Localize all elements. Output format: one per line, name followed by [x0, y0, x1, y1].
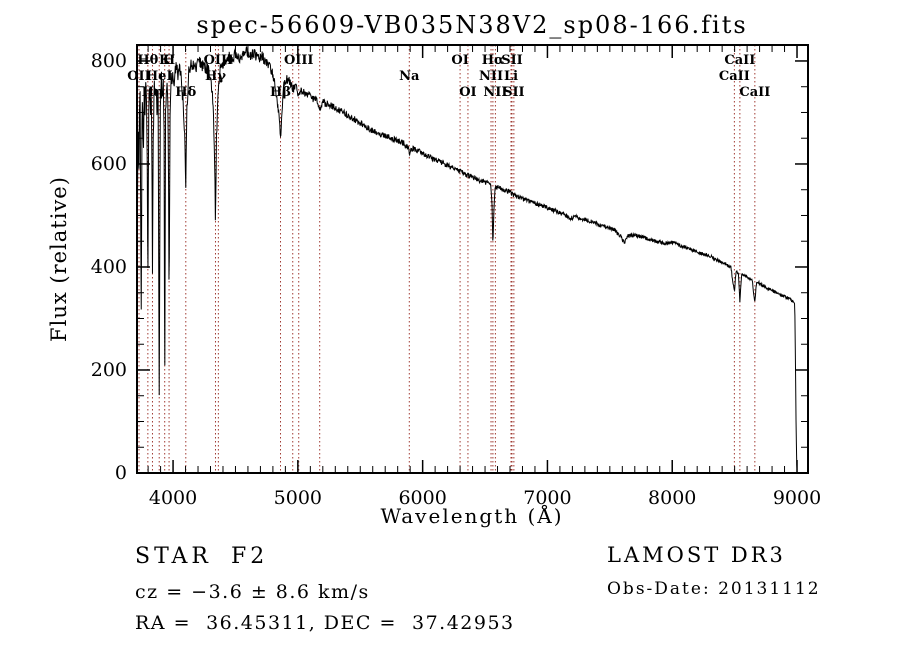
spectral-line-label: NII [479, 69, 503, 84]
x-axis-label: Wavelength (Å) [380, 503, 563, 528]
spectral-line-label: Na [399, 69, 420, 84]
spectral-line-label: CaII [719, 69, 750, 84]
spectrum-trace [136, 46, 798, 469]
y-tick-label: 400 [91, 256, 127, 278]
plot-title: spec-56609-VB035N38V2_sp08-166.fits [196, 11, 747, 39]
spectral-line-labels: OIIHθHηHeIKHHδHγOIIIHβOIIINaOIOINIIHαNII… [127, 53, 770, 100]
y-tick-label: 600 [91, 153, 127, 175]
spectral-line-label: HeI [146, 69, 173, 84]
spectral-line-label: CaII [739, 85, 770, 100]
cz-line: cz = −3.6 ± 8.6 km/s [135, 581, 370, 603]
y-tick-label: 800 [91, 50, 127, 72]
spectral-line-label: OI [459, 85, 476, 100]
object-class-label: STAR [135, 544, 212, 569]
x-tick-label: 5000 [274, 487, 322, 509]
obs-date-line: Obs-Date: 20131112 [607, 579, 821, 599]
spectral-line-label: SII [503, 85, 525, 100]
y-tick-label: 0 [115, 462, 127, 484]
spectral-line-markers [138, 45, 756, 473]
spectrum-trace-group [136, 46, 798, 469]
spectral-line-label: CaII [724, 53, 755, 68]
spectral-line-label: SII [501, 53, 523, 68]
x-tick-label: 6000 [398, 487, 446, 509]
x-tick-label: 7000 [523, 487, 571, 509]
axes-group: 4000 5000 6000 7000 8000 9000 0 200 400 600 800 [91, 44, 821, 509]
spectral-line-label: NII [483, 85, 507, 100]
radec-line: RA = 36.45311, DEC = 37.42953 [135, 612, 515, 634]
spectral-line-label: K [159, 53, 171, 68]
spectral-line-label: Li [504, 69, 518, 84]
spectral-line-label: OI [451, 53, 468, 68]
plot-frame [136, 44, 809, 474]
x-tick-label: 4000 [149, 487, 197, 509]
survey-release: LAMOST DR3 [607, 543, 786, 567]
object-subclass: F2 [231, 544, 269, 569]
spectral-line-label: OIII [284, 53, 314, 68]
spectral-line-label: OII [127, 69, 151, 84]
x-tick-label: 9000 [773, 487, 821, 509]
y-tick-label: 200 [91, 359, 127, 381]
spectral-line-label: Hγ [205, 69, 226, 84]
y-axis-label: Flux (relative) [47, 176, 71, 342]
spectral-line-label: Hδ [175, 85, 196, 100]
spectral-line-label: Hα [482, 53, 504, 68]
x-tick-label: 8000 [648, 487, 696, 509]
spectral-line-label: H [163, 53, 175, 68]
spectral-line-label: Hβ [270, 85, 291, 100]
